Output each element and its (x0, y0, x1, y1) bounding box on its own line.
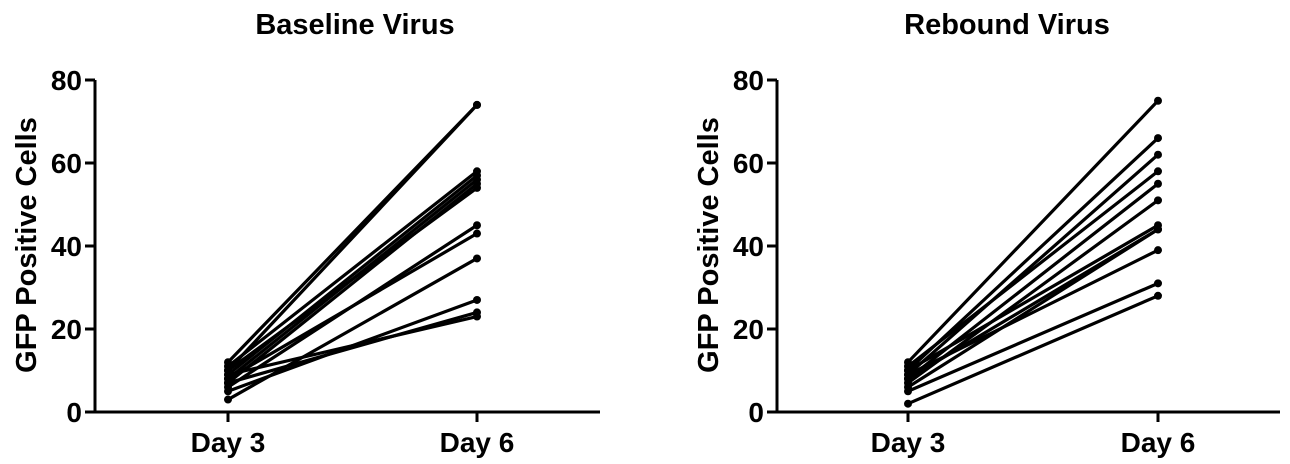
series-line (226, 103, 479, 373)
y-axis-label: GFP Positive Cells (11, 117, 43, 373)
chart-title: Rebound Virus (904, 9, 1110, 41)
data-point (1154, 196, 1162, 205)
y-tick-label: 0 (748, 397, 764, 428)
baseline-chart-svg: Baseline Virus GFP Positive Cells 0 20 40 6… (11, 9, 600, 458)
y-tick-label: 80 (51, 65, 82, 96)
series-line (906, 227, 1160, 381)
series-line (906, 223, 1160, 373)
series-line (226, 169, 479, 368)
data-point (473, 229, 481, 238)
chart-title: Baseline Virus (255, 9, 454, 41)
series-line (906, 281, 1160, 393)
data-point (1154, 246, 1162, 255)
y-tick-label: 40 (733, 231, 764, 262)
data-point (904, 387, 912, 396)
series-line (226, 231, 479, 381)
data-point (1154, 134, 1162, 143)
series-line-group (904, 96, 1162, 367)
series-line-group (904, 279, 1162, 396)
series-line-group (904, 225, 1162, 383)
series-line-group (224, 100, 481, 375)
series-line (226, 186, 479, 373)
y-tick-label: 80 (733, 65, 764, 96)
x-tick-label: Day 6 (440, 427, 515, 458)
x-tick-label: Day 6 (1121, 427, 1196, 458)
series-line (906, 99, 1160, 364)
y-tick-label: 20 (733, 314, 764, 345)
data-point (473, 183, 481, 192)
data-point (1154, 279, 1162, 288)
series-line (226, 310, 479, 385)
data-point (224, 370, 232, 379)
data-point (473, 312, 481, 321)
data-point (473, 254, 481, 263)
data-point (1154, 291, 1162, 300)
chart-panel-baseline: Baseline Virus GFP Positive Cells 0 20 40 6… (0, 0, 640, 464)
data-point (224, 387, 232, 396)
series-line-group (904, 291, 1162, 408)
data-point (473, 221, 481, 230)
y-tick-label: 60 (733, 148, 764, 179)
series-line (226, 314, 479, 377)
data-point (1154, 225, 1162, 234)
series-line-group (224, 167, 481, 371)
series-line (906, 153, 1160, 377)
series-line (906, 169, 1160, 368)
y-axis-label: GFP Positive Cells (693, 117, 725, 373)
data-point (904, 399, 912, 408)
y-tick-label: 0 (66, 397, 82, 428)
series-line (906, 294, 1160, 406)
y-tick-label: 20 (51, 314, 82, 345)
series-line-group (224, 312, 481, 379)
series-line-group (224, 179, 481, 387)
series-line-group (904, 179, 1162, 383)
x-tick-label: Day 3 (191, 427, 266, 458)
series-line (906, 136, 1160, 373)
data-point (1154, 167, 1162, 176)
series-line-group (904, 150, 1162, 379)
data-point (904, 374, 912, 383)
data-point (1154, 150, 1162, 159)
data-point (224, 378, 232, 387)
x-tick-label: Day 3 (871, 427, 946, 458)
chart-panel-rebound: Rebound Virus GFP Positive Cells 0 20 40 60… (650, 0, 1290, 464)
y-tick-label: 40 (51, 231, 82, 262)
data-point (224, 395, 232, 404)
data-point (1154, 96, 1162, 105)
y-tick-label: 60 (51, 148, 82, 179)
data-point (473, 100, 481, 109)
rebound-chart-svg: Rebound Virus GFP Positive Cells 0 20 40 60… (693, 9, 1280, 458)
series-line-group (224, 229, 481, 383)
data-point (1154, 179, 1162, 188)
data-point (473, 295, 481, 304)
